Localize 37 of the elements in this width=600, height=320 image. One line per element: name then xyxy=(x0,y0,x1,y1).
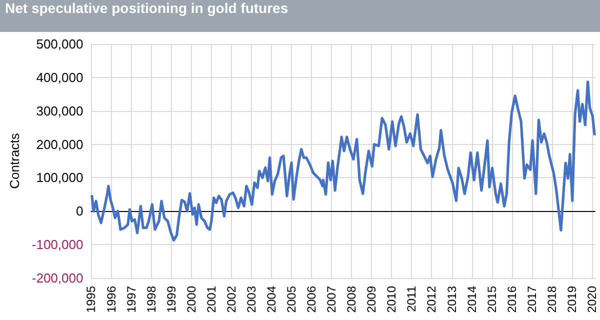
x-tick-label: 1995 xyxy=(84,286,98,313)
x-tick-label: 2009 xyxy=(364,286,379,313)
y-tick-label: 100,000 xyxy=(36,170,84,186)
x-tick-label: 1996 xyxy=(104,286,118,313)
x-tick-label: 2013 xyxy=(444,286,459,313)
y-tick-label: 200,000 xyxy=(36,136,84,152)
x-tick-label: 2006 xyxy=(304,286,319,313)
x-tick-label: 2012 xyxy=(424,286,439,313)
x-tick-label: 2000 xyxy=(184,286,198,313)
x-tick-label: 2007 xyxy=(324,286,339,313)
x-tick-label: 2010 xyxy=(384,286,399,313)
y-tick-label: 0 xyxy=(76,204,84,219)
x-tick-label: 2002 xyxy=(224,286,238,313)
y-tick-label: 500,000 xyxy=(36,36,84,52)
y-tick-label: -200,000 xyxy=(32,270,84,286)
x-tick-label: 2004 xyxy=(264,286,278,313)
x-tick-label: 2015 xyxy=(484,286,499,313)
y-axis-title: Contracts xyxy=(7,132,22,189)
x-tick-label: 2020 xyxy=(584,286,599,313)
x-tick-label: 2017 xyxy=(524,286,539,313)
x-tick-label: 1999 xyxy=(164,286,178,313)
x-tick-label: 1997 xyxy=(124,286,138,313)
chart-title: Net speculative positioning in gold futures xyxy=(0,0,600,32)
line-series xyxy=(90,80,596,242)
x-tick-label: 2019 xyxy=(564,286,579,313)
x-tick-label: 2008 xyxy=(344,286,359,313)
x-tick-label: 2018 xyxy=(544,286,559,313)
x-tick-label: 2016 xyxy=(504,286,519,313)
x-tick-label: 2005 xyxy=(284,286,299,313)
x-tick-label: 2003 xyxy=(244,286,258,313)
x-tick-label: 1998 xyxy=(144,286,158,313)
y-tick-label: 400,000 xyxy=(36,70,84,85)
y-tick-label: 300,000 xyxy=(36,103,84,118)
x-tick-label: 2001 xyxy=(204,286,218,313)
y-tick-label: -100,000 xyxy=(32,237,84,252)
x-tick-label: 2011 xyxy=(404,286,419,312)
x-tick-label: 2014 xyxy=(464,286,479,313)
